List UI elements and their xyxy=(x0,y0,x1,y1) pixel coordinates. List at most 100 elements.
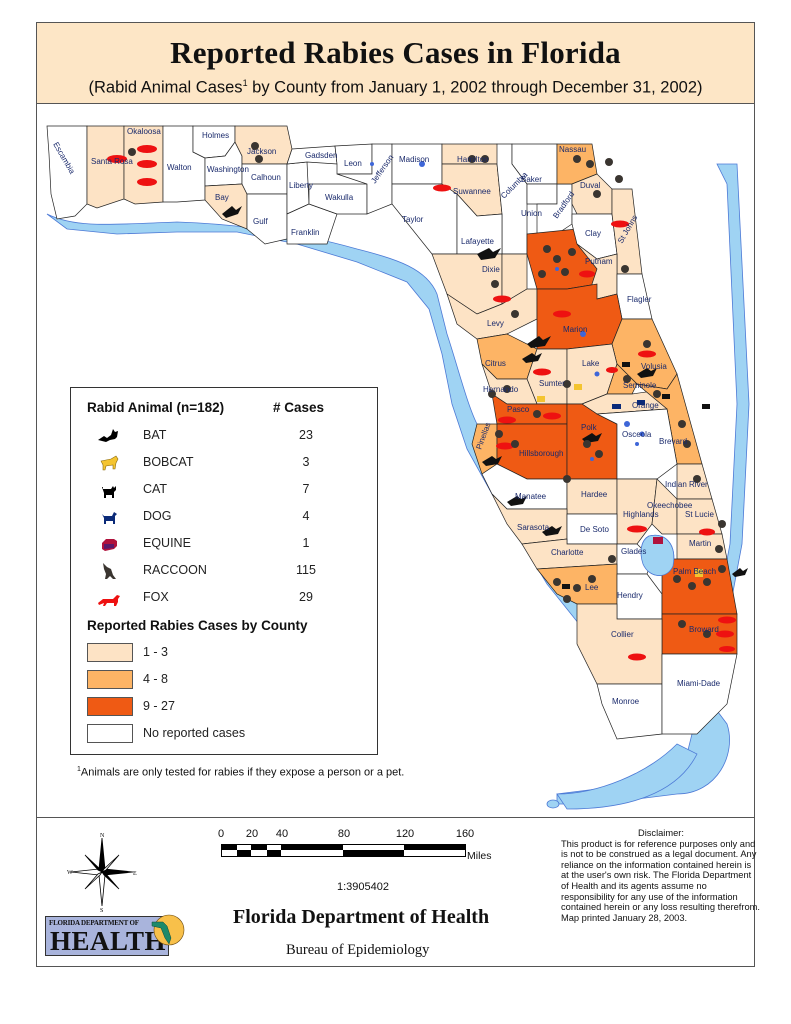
legend-animal-count: 1 xyxy=(302,536,310,550)
legend-county-header: Reported Rabies Cases by County xyxy=(87,618,308,633)
svg-text:Suwannee: Suwannee xyxy=(453,187,491,196)
county-union xyxy=(526,183,558,205)
footnote-marker: 1 xyxy=(77,766,81,773)
scale-ratio: 1:3905402 xyxy=(337,881,389,893)
svg-text:Hernando: Hernando xyxy=(483,385,519,394)
svg-text:Hillsborough: Hillsborough xyxy=(519,449,563,458)
svg-text:Wakulla: Wakulla xyxy=(325,193,354,202)
svg-text:Lee: Lee xyxy=(585,583,599,592)
scale-tick: 20 xyxy=(245,828,259,840)
compass-n: N xyxy=(100,833,105,839)
svg-text:Franklin: Franklin xyxy=(291,228,319,237)
svg-text:Charlotte: Charlotte xyxy=(551,548,584,557)
legend-animal-count: 3 xyxy=(302,455,310,469)
bat-icon xyxy=(98,429,118,442)
county-franklin xyxy=(286,203,338,245)
svg-text:Seminole: Seminole xyxy=(623,381,657,390)
svg-text:De Soto: De Soto xyxy=(580,525,609,534)
scale-tick: 80 xyxy=(337,828,351,840)
page-title: Reported Rabies Cases in Florida xyxy=(170,35,621,70)
florida-map: Escambia Santa Rosa Okaloosa Walton Holm… xyxy=(37,104,754,816)
legend-row-cat: CAT 7 xyxy=(71,479,371,503)
svg-text:St Lucie: St Lucie xyxy=(685,510,714,519)
horse-icon xyxy=(102,539,117,551)
subtitle-text: (Rabid Animal Cases xyxy=(88,78,243,97)
svg-text:Polk: Polk xyxy=(581,423,598,432)
logo-small-text: FLORIDA DEPARTMENT OF xyxy=(49,919,139,927)
svg-text:Okaloosa: Okaloosa xyxy=(127,127,161,136)
bobcat-markers xyxy=(537,384,703,577)
footnote-marker: 1 xyxy=(242,78,248,88)
legend-row-fox: FOX 29 xyxy=(71,587,371,611)
subtitle-text-rest: by County from January 1, 2002 through D… xyxy=(247,78,703,97)
svg-text:Calhoun: Calhoun xyxy=(251,173,281,182)
svg-text:Lafayette: Lafayette xyxy=(461,237,494,246)
scale-unit: Miles xyxy=(467,850,492,862)
class-label: 4 - 8 xyxy=(143,672,169,686)
svg-text:Okeechobee: Okeechobee xyxy=(647,501,693,510)
compass-s: S xyxy=(100,908,103,912)
county-monroe xyxy=(596,683,663,740)
svg-text:Walton: Walton xyxy=(167,163,192,172)
county-santa-rosa xyxy=(86,125,125,209)
county-collier xyxy=(576,603,663,685)
svg-text:Flagler: Flagler xyxy=(627,295,652,304)
county-bay xyxy=(204,183,248,230)
svg-text:Nassau: Nassau xyxy=(559,145,586,154)
legend-class-9-27: 9 - 27 xyxy=(87,697,367,719)
legend-animal-name: BAT xyxy=(143,428,167,442)
cat-markers xyxy=(562,362,710,589)
svg-text:Palm Beach: Palm Beach xyxy=(673,567,716,576)
svg-text:Collier: Collier xyxy=(611,630,634,639)
legend-animal-name: CAT xyxy=(143,482,168,496)
svg-text:Monroe: Monroe xyxy=(612,697,640,706)
logo-big-text: HEALTH xyxy=(50,926,167,956)
svg-text:Osceola: Osceola xyxy=(622,430,652,439)
fox-icon xyxy=(98,595,120,606)
horse-markers xyxy=(653,537,663,544)
map-footer: N W E S FLORIDA DEPARTMENT OF HEALTH 0 2… xyxy=(37,817,760,967)
compass-e: E xyxy=(133,871,137,877)
svg-text:Jackson: Jackson xyxy=(247,147,276,156)
svg-text:Sumter: Sumter xyxy=(539,379,565,388)
svg-text:Marion: Marion xyxy=(563,325,587,334)
legend-animal-count: 7 xyxy=(302,482,310,496)
florida-sun-icon xyxy=(151,914,185,946)
svg-text:Union: Union xyxy=(521,209,542,218)
svg-text:Putnam: Putnam xyxy=(585,257,613,266)
doh-logo: FLORIDA DEPARTMENT OF HEALTH xyxy=(45,912,185,958)
legend-cases-header: # Cases xyxy=(273,400,325,415)
legend-animal-count: 115 xyxy=(296,563,316,577)
svg-text:Highlands: Highlands xyxy=(623,510,659,519)
svg-text:Hardee: Hardee xyxy=(581,490,608,499)
class-swatch xyxy=(87,697,133,716)
svg-text:Washington: Washington xyxy=(207,165,249,174)
county-madison xyxy=(391,143,443,185)
disclaimer-heading: Disclaimer: xyxy=(638,828,684,838)
svg-text:Lake: Lake xyxy=(582,359,600,368)
legend-animal-name: EQUINE xyxy=(143,536,191,550)
svg-text:Levy: Levy xyxy=(487,319,504,328)
svg-text:Leon: Leon xyxy=(344,159,362,168)
svg-text:Brevard: Brevard xyxy=(659,437,687,446)
svg-text:Gulf: Gulf xyxy=(253,217,268,226)
svg-text:Bay: Bay xyxy=(215,193,229,202)
svg-text:Duval: Duval xyxy=(580,181,601,190)
svg-text:Pasco: Pasco xyxy=(507,405,530,414)
class-label: 9 - 27 xyxy=(143,699,175,713)
svg-text:Holmes: Holmes xyxy=(202,131,229,140)
title-banner: Reported Rabies Cases in Florida (Rabid … xyxy=(37,23,754,104)
svg-text:Martin: Martin xyxy=(689,539,711,548)
scale-tick: 120 xyxy=(395,828,415,840)
legend-class-4-8: 4 - 8 xyxy=(87,670,367,692)
svg-text:Liberty: Liberty xyxy=(289,181,313,190)
fox-markers xyxy=(107,145,736,661)
bobcat-icon xyxy=(100,455,119,471)
dog-markers xyxy=(612,400,645,409)
svg-text:Hendry: Hendry xyxy=(617,591,643,600)
lakes xyxy=(370,161,645,461)
svg-text:Manatee: Manatee xyxy=(515,492,547,501)
legend-animal-count: 23 xyxy=(299,428,313,442)
class-swatch xyxy=(87,724,133,743)
county-jackson xyxy=(234,125,293,165)
